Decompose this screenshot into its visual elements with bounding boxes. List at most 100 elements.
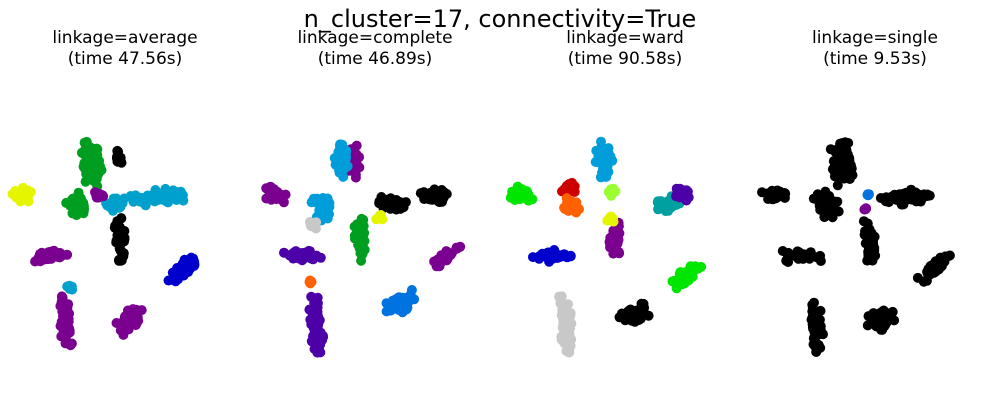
scatter-point <box>400 293 411 303</box>
scatter-point <box>844 174 855 184</box>
subplot-title: linkage=ward <box>566 28 683 48</box>
scatter-point <box>829 196 840 207</box>
scatter-point <box>381 298 392 309</box>
cluster-7 <box>62 280 78 295</box>
scatter-point <box>46 253 57 264</box>
scatter-point <box>838 144 849 155</box>
cluster-6 <box>671 183 694 206</box>
scatter-point <box>548 252 559 263</box>
scatter-point <box>600 171 611 182</box>
subplot-title: linkage=single <box>812 28 938 48</box>
scatter-point <box>559 312 570 323</box>
scatter-point <box>391 302 402 313</box>
scatter-point <box>678 189 688 200</box>
scatter-point <box>125 313 136 324</box>
cluster-1 <box>7 182 36 207</box>
scatter-point <box>623 306 634 317</box>
scatter-point <box>516 185 527 196</box>
scatter-point <box>565 250 576 261</box>
scatter-point <box>637 306 647 317</box>
scatter-point <box>177 190 188 201</box>
scatter-point <box>309 306 320 317</box>
subplot-3: linkage=ward(time 90.58s) <box>505 28 707 358</box>
scatter-point <box>781 255 792 266</box>
subplot-subtitle: (time 46.89s) <box>318 49 433 69</box>
scatter-point <box>115 222 126 233</box>
cluster-1 <box>757 137 955 357</box>
scatter-point <box>56 331 67 342</box>
scatter-point <box>118 248 129 259</box>
subplot-1: linkage=average(time 47.56s) <box>7 28 200 351</box>
cluster-3 <box>374 184 452 215</box>
cluster-9 <box>304 275 317 289</box>
scatter-point <box>609 243 620 254</box>
scatter-point <box>62 281 73 292</box>
scatter-point <box>306 277 317 287</box>
scatter-point <box>102 200 113 211</box>
scatter-point <box>79 149 90 160</box>
subplot-subtitle: (time 47.56s) <box>68 49 183 69</box>
scatter-point <box>825 144 836 155</box>
cluster-2 <box>862 189 874 201</box>
scatter-point <box>817 190 828 201</box>
scatter-point <box>565 179 576 190</box>
scatter-point <box>556 334 567 345</box>
scatter-point <box>770 190 781 201</box>
scatter-point <box>837 170 848 180</box>
scatter-point <box>451 243 462 254</box>
scatter-point <box>312 328 323 339</box>
scatter-point <box>815 342 826 353</box>
scatter-point <box>116 157 127 168</box>
cluster-7 <box>604 217 625 259</box>
scatter-point <box>73 200 84 211</box>
scatter-point <box>564 205 575 216</box>
scatter-point <box>421 189 432 200</box>
scatter-point <box>79 137 90 148</box>
scatter-point <box>507 186 518 197</box>
cluster-2 <box>590 136 618 183</box>
scatter-point <box>528 252 538 263</box>
scatter-point <box>858 216 869 227</box>
scatter-point <box>92 149 103 160</box>
cluster-3 <box>101 183 189 216</box>
scatter-point <box>266 194 277 205</box>
scatter-point <box>314 206 325 217</box>
cluster-8 <box>371 210 388 225</box>
scatter-point <box>374 210 385 221</box>
scatter-point <box>128 304 138 315</box>
cluster-10 <box>614 298 654 327</box>
cluster-3 <box>859 203 872 215</box>
subplot-title: linkage=average <box>52 28 197 48</box>
scatter-point <box>312 298 323 309</box>
scatter-point <box>789 250 800 261</box>
scatter-point <box>876 310 887 321</box>
cluster-9 <box>554 291 577 358</box>
scatter-point <box>612 232 623 243</box>
cluster-7 <box>305 216 322 234</box>
cluster-4 <box>559 193 584 218</box>
cluster-5 <box>279 245 329 358</box>
scatter-point <box>434 261 445 272</box>
scatter-point <box>179 257 190 268</box>
scatter-point <box>111 318 122 328</box>
scatter-point <box>864 224 874 235</box>
scatter-point <box>527 194 538 205</box>
scatter-point <box>815 305 826 316</box>
scatter-point <box>866 317 877 328</box>
scatter-point <box>777 246 788 256</box>
cluster-2 <box>306 139 353 226</box>
scatter-point <box>940 251 951 262</box>
cluster-5 <box>30 187 147 351</box>
scatter-point <box>149 195 160 206</box>
scatter-point <box>142 192 152 203</box>
scatter-point <box>912 272 923 283</box>
scatter-point <box>158 194 168 205</box>
scatter-point <box>812 252 822 263</box>
scatter-point <box>387 200 398 211</box>
scatter-point <box>336 159 347 170</box>
scatter-point <box>804 253 815 264</box>
scatter-point <box>115 234 126 245</box>
scatter-point <box>261 183 272 194</box>
cluster-11 <box>603 183 621 201</box>
